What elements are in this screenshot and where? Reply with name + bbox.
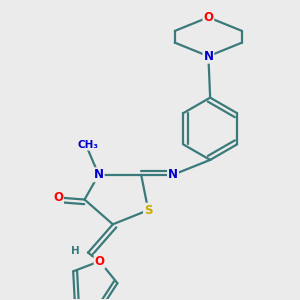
Text: O: O xyxy=(94,255,105,268)
Text: O: O xyxy=(203,11,213,24)
Text: N: N xyxy=(168,168,178,181)
Text: O: O xyxy=(53,191,63,204)
Text: N: N xyxy=(94,168,104,181)
Text: CH₃: CH₃ xyxy=(78,140,99,150)
Text: H: H xyxy=(71,246,80,256)
Text: S: S xyxy=(144,204,152,217)
Text: N: N xyxy=(203,50,213,63)
